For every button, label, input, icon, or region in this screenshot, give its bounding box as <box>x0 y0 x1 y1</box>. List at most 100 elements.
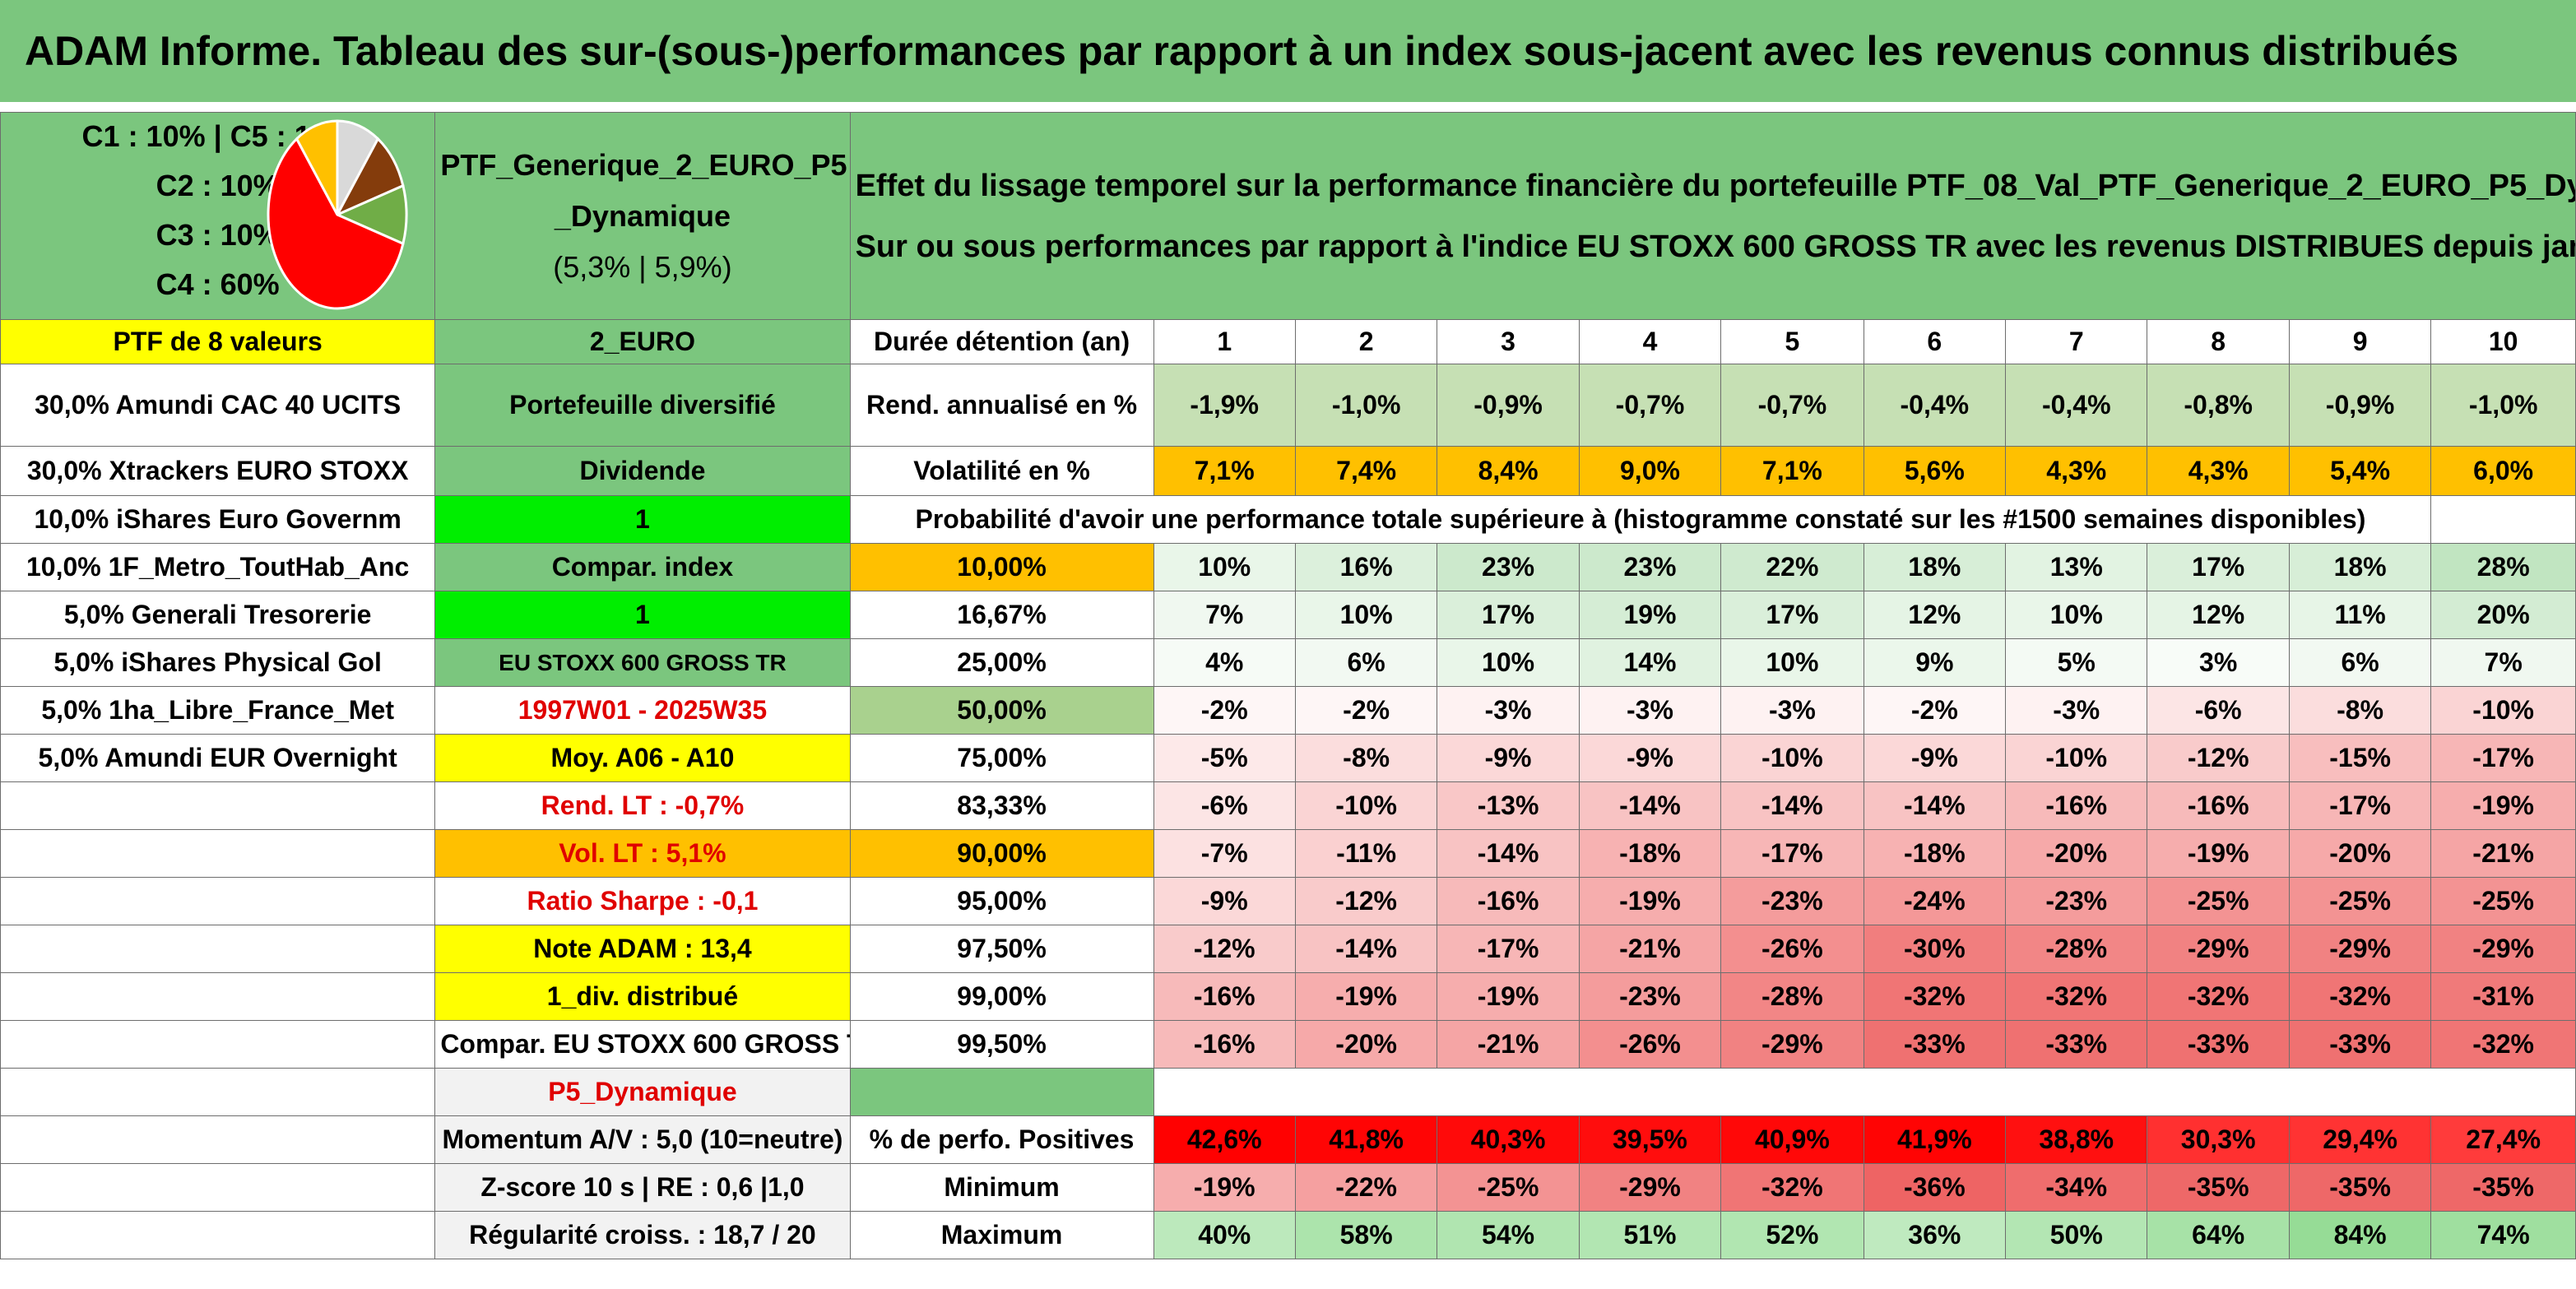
quantile-level: 83,33% <box>849 781 1154 830</box>
positive-value: 30,3% <box>2147 1115 2290 1164</box>
title-banner: ADAM Informe. Tableau des sur-(sous-)per… <box>0 0 2576 102</box>
quantile-level: 90,00% <box>849 829 1154 878</box>
performance-sheet: C1 : 10% | C5 : 10% C2 : 10% C3 : 10% C4… <box>0 112 2576 1259</box>
rend-value: -0,9% <box>2288 364 2432 447</box>
table-row: Vol. LT : 5,1% 90,00% -7% -11% -14% -18% -17% -… <box>0 829 2576 878</box>
quantile-level: 10,00% <box>849 543 1154 591</box>
maximum-value: 50% <box>2005 1211 2148 1259</box>
quantile-value: 6% <box>2288 638 2432 687</box>
rend-value: -0,4% <box>2005 364 2148 447</box>
table-row: 10,0% iShares Euro Governm 1 Probabilité d… <box>0 495 2576 544</box>
year-header: 10 <box>2430 319 2576 364</box>
holding-item: 30,0% Xtrackers EURO STOXX <box>0 446 436 496</box>
rend-value: -1,0% <box>1294 364 1438 447</box>
minimum-value: -35% <box>2430 1163 2576 1212</box>
year-header: 6 <box>1863 319 2007 364</box>
positive-value: 41,8% <box>1294 1115 1438 1164</box>
minimum-value: -29% <box>1578 1163 1722 1212</box>
minimum-value: -32% <box>1720 1163 1864 1212</box>
description-line1: Effet du lissage temporel sur la perform… <box>855 168 2576 203</box>
quantile-value: -21% <box>2430 829 2576 878</box>
table-row: 10,0% 1F_Metro_ToutHab_Anc Compar. index 1… <box>0 543 2576 591</box>
quantile-level: 25,00% <box>849 638 1154 687</box>
period-range: 1997W01 - 2025W35 <box>434 686 851 735</box>
quantile-value: -8% <box>1294 734 1438 782</box>
quantile-value: 5% <box>2005 638 2148 687</box>
quantile-value: 9% <box>1863 638 2007 687</box>
table-row: 1_div. distribué 99,00% -16% -19% -19% -23% -2… <box>0 972 2576 1021</box>
portfolio-perf: (5,3% | 5,9%) <box>553 249 732 284</box>
holding-item: 10,0% iShares Euro Governm <box>0 495 436 544</box>
quantile-value: -6% <box>1153 781 1296 830</box>
quantile-value: -17% <box>1720 829 1864 878</box>
quantile-value: -25% <box>2147 877 2290 925</box>
minimum-value: -36% <box>1863 1163 2007 1212</box>
year-header: 8 <box>2147 319 2290 364</box>
table-row: 5,0% iShares Physical Gol EU STOXX 600 GR… <box>0 638 2576 687</box>
year-header: 3 <box>1437 319 1580 364</box>
maximum-value: 51% <box>1578 1211 1722 1259</box>
quantile-value: -33% <box>2147 1020 2290 1069</box>
empty-cell <box>2430 495 2576 544</box>
portfolio-name-cell: PTF_Generique_2_EURO_P5 _Dynamique (5,3%… <box>434 112 851 320</box>
positive-value: 40,3% <box>1437 1115 1580 1164</box>
quantile-value: -32% <box>2147 972 2290 1021</box>
maximum-label: Maximum <box>849 1211 1154 1259</box>
vol-value: 7,1% <box>1153 446 1296 496</box>
quantile-value: 4% <box>1153 638 1296 687</box>
quantile-value: -9% <box>1437 734 1580 782</box>
maximum-value: 54% <box>1437 1211 1580 1259</box>
table-row: Momentum A/V : 5,0 (10=neutre)% de perfo… <box>0 1115 2576 1164</box>
quantile-value: -20% <box>1294 1020 1438 1069</box>
compar-index-value: 1 <box>434 591 851 639</box>
zscore-label: Z-score 10 s | RE : 0,6 |1,0 <box>434 1163 851 1212</box>
empty-cell <box>0 877 436 925</box>
quantile-value: -16% <box>1437 877 1580 925</box>
quantile-value: -23% <box>2005 877 2148 925</box>
quantile-value: -21% <box>1578 925 1722 973</box>
quantile-value: -25% <box>2430 877 2576 925</box>
positive-value: 29,4% <box>2288 1115 2432 1164</box>
vol-value: 8,4% <box>1437 446 1580 496</box>
quantile-value: -10% <box>1720 734 1864 782</box>
holding-item: 5,0% Generali Tresorerie <box>0 591 436 639</box>
quantile-value: -33% <box>2005 1020 2148 1069</box>
quantile-value: 10% <box>2005 591 2148 639</box>
maximum-value: 58% <box>1294 1211 1438 1259</box>
quantile-value: -19% <box>1578 877 1722 925</box>
quantile-value: -29% <box>2430 925 2576 973</box>
positive-value: 39,5% <box>1578 1115 1722 1164</box>
positive-value: 40,9% <box>1720 1115 1864 1164</box>
vol-value: 6,0% <box>2430 446 2576 496</box>
empty-cell <box>849 1068 1154 1116</box>
rend-label: Rend. annualisé en % <box>849 364 1154 447</box>
empty-cell <box>0 925 436 973</box>
holding-item: 5,0% iShares Physical Gol <box>0 638 436 687</box>
quantile-value: -15% <box>2288 734 2432 782</box>
quantile-value: -29% <box>1720 1020 1864 1069</box>
quantile-value: -3% <box>1578 686 1722 735</box>
table-row: Note ADAM : 13,4 97,50% -12% -14% -17% -21% -2… <box>0 925 2576 973</box>
quantile-value: -17% <box>1437 925 1580 973</box>
vol-value: 7,1% <box>1720 446 1864 496</box>
positive-value: 41,9% <box>1863 1115 2007 1164</box>
minimum-value: -19% <box>1153 1163 1296 1212</box>
maximum-value: 36% <box>1863 1211 2007 1259</box>
alloc-label: C3 : 10% <box>155 218 280 252</box>
portfolio-count: PTF de 8 valeurs <box>0 319 436 364</box>
quantile-value: 11% <box>2288 591 2432 639</box>
quantile-value: -32% <box>2288 972 2432 1021</box>
empty-cell <box>0 1115 436 1164</box>
regularity-label: Régularité croiss. : 18,7 / 20 <box>434 1211 851 1259</box>
quantile-value: -17% <box>2430 734 2576 782</box>
quantile-value: -29% <box>2147 925 2290 973</box>
quantile-value: 18% <box>1863 543 2007 591</box>
quantile-value: -14% <box>1437 829 1580 878</box>
vol-value: 9,0% <box>1578 446 1722 496</box>
vol-value: 4,3% <box>2147 446 2290 496</box>
quantile-value: -31% <box>2430 972 2576 1021</box>
quantile-value: -19% <box>1294 972 1438 1021</box>
table-row: Z-score 10 s | RE : 0,6 |1,0 Minimum -19% -… <box>0 1163 2576 1212</box>
minimum-value: -22% <box>1294 1163 1438 1212</box>
quantile-value: -14% <box>1720 781 1864 830</box>
